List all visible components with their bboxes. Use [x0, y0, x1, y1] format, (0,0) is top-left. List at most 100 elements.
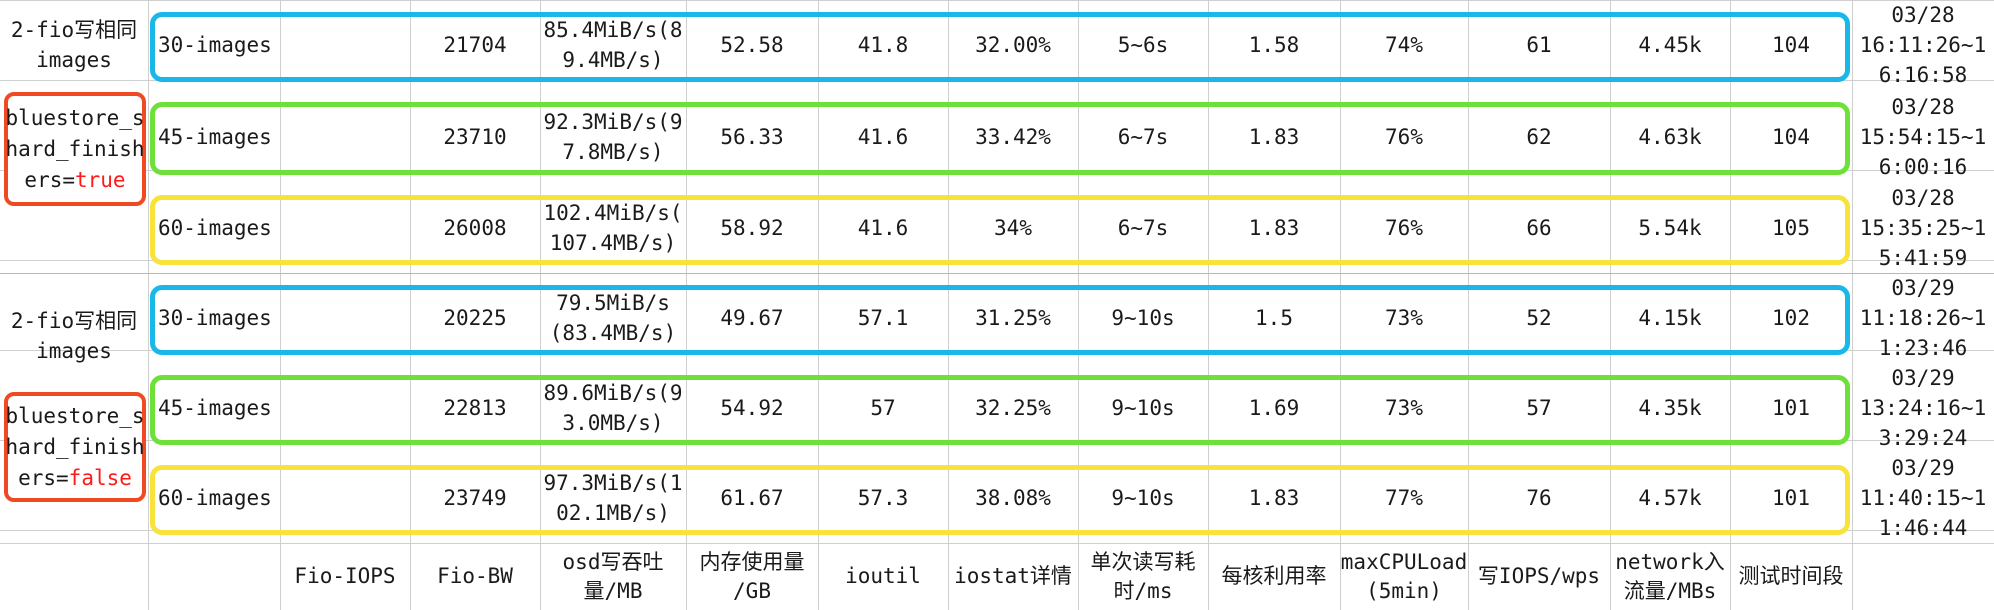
row-label[interactable]: 60-images — [158, 216, 272, 240]
table-cell[interactable]: 61 — [1526, 33, 1552, 57]
setting-value: true — [75, 167, 126, 192]
table-cell[interactable]: 03/28 15:35:25~1 5:41:59 — [1859, 186, 1987, 270]
table-cell[interactable]: 20225 — [443, 306, 507, 330]
table-cell[interactable]: 49.67 — [720, 306, 784, 330]
column-header[interactable]: 每核利用率 — [1221, 564, 1327, 588]
table-cell[interactable]: 6~7s — [1117, 124, 1169, 149]
column-header[interactable] — [148, 543, 280, 610]
column-header[interactable]: 内存使用量 /GB — [699, 549, 805, 603]
table-cell[interactable]: 1.5 — [1255, 306, 1293, 330]
table-cell[interactable]: 76 — [1526, 486, 1552, 510]
table-cell[interactable]: 101 — [1772, 396, 1810, 420]
table-cell[interactable]: 57.3 — [857, 486, 909, 510]
table-cell[interactable]: 57 — [870, 396, 896, 420]
row-label[interactable]: 45-images — [158, 396, 272, 420]
column-header[interactable]: 单次读写耗 时/ms — [1090, 549, 1196, 603]
table-cell[interactable] — [280, 453, 410, 543]
setting-line: ers=false — [18, 463, 132, 494]
table-cell[interactable]: 76% — [1385, 124, 1423, 149]
table-cell[interactable]: 5.54k — [1638, 216, 1702, 240]
table-cell[interactable]: 66 — [1526, 216, 1552, 240]
table-cell[interactable]: 41.6 — [857, 216, 909, 240]
table-cell[interactable]: 92.3MiB/s(9 7.8MB/s) — [543, 109, 683, 164]
table-cell[interactable]: 102.4MiB/s( 107.4MB/s) — [543, 201, 683, 255]
table-cell[interactable]: 79.5MiB/s (83.4MB/s) — [549, 291, 677, 345]
table-cell[interactable]: 32.00% — [975, 33, 1051, 57]
table-cell[interactable]: 85.4MiB/s(8 9.4MB/s) — [543, 18, 683, 72]
table-cell[interactable]: 26008 — [443, 216, 507, 240]
table-cell[interactable] — [280, 0, 410, 90]
column-header[interactable]: maxCPULoad (5min) — [1340, 549, 1468, 603]
table-cell[interactable]: 97.3MiB/s(1 02.1MB/s) — [543, 471, 683, 525]
table-cell[interactable]: 4.35k — [1638, 396, 1702, 420]
table-cell[interactable]: 104 — [1772, 33, 1810, 57]
table-cell[interactable]: 03/29 13:24:16~1 3:29:24 — [1859, 366, 1987, 450]
row-label[interactable]: 45-images — [158, 124, 272, 149]
column-header[interactable]: 写IOPS/wps — [1477, 564, 1601, 588]
table-cell[interactable]: 4.63k — [1638, 124, 1702, 149]
column-header[interactable]: ioutil — [845, 564, 921, 588]
table-cell[interactable]: 1.58 — [1248, 33, 1300, 57]
column-header[interactable]: Fio-BW — [437, 564, 513, 588]
table-cell[interactable]: 89.6MiB/s(9 3.0MB/s) — [543, 381, 683, 435]
row-label[interactable]: 60-images — [158, 486, 272, 510]
table-cell[interactable]: 4.57k — [1638, 486, 1702, 510]
table-cell[interactable]: 61.67 — [720, 486, 784, 510]
column-header[interactable]: network入 流量/MBs — [1615, 549, 1725, 603]
table-cell[interactable]: 73% — [1385, 396, 1423, 420]
table-cell[interactable]: 1.83 — [1248, 124, 1300, 149]
table-cell[interactable]: 101 — [1772, 486, 1810, 510]
table-cell[interactable]: 6~7s — [1117, 216, 1169, 240]
table-cell[interactable]: 31.25% — [975, 306, 1051, 330]
table-cell[interactable]: 9~10s — [1111, 486, 1175, 510]
table-cell[interactable]: 9~10s — [1111, 306, 1175, 330]
table-cell[interactable]: 52.58 — [720, 33, 784, 57]
table-cell[interactable]: 58.92 — [720, 216, 784, 240]
table-cell[interactable]: 32.25% — [975, 396, 1051, 420]
column-header[interactable]: Fio-IOPS — [294, 564, 396, 588]
table-cell[interactable]: 03/28 15:54:15~1 6:00:16 — [1859, 94, 1987, 179]
table-cell[interactable]: 54.92 — [720, 396, 784, 420]
table-cell[interactable]: 23749 — [443, 486, 507, 510]
column-header[interactable]: 测试时间段 — [1738, 564, 1844, 588]
table-cell[interactable] — [280, 273, 410, 363]
table-cell[interactable] — [280, 183, 410, 273]
table-cell[interactable]: 21704 — [443, 33, 507, 57]
table-cell[interactable] — [280, 90, 410, 183]
table-cell[interactable]: 41.6 — [857, 124, 909, 149]
table-cell[interactable] — [280, 363, 410, 453]
table-cell[interactable]: 38.08% — [975, 486, 1051, 510]
table-cell[interactable]: 22813 — [443, 396, 507, 420]
table-cell[interactable]: 73% — [1385, 306, 1423, 330]
table-cell[interactable]: 5~6s — [1117, 33, 1169, 57]
table-cell[interactable]: 23710 — [443, 124, 507, 149]
table-cell[interactable]: 74% — [1385, 33, 1423, 57]
table-cell[interactable]: 03/29 11:18:26~1 1:23:46 — [1859, 276, 1987, 360]
table-cell[interactable]: 77% — [1385, 486, 1423, 510]
table-cell[interactable]: 57.1 — [857, 306, 909, 330]
table-cell[interactable]: 56.33 — [720, 124, 784, 149]
table-cell[interactable]: 105 — [1772, 216, 1810, 240]
table-cell[interactable]: 104 — [1772, 124, 1810, 149]
table-cell[interactable]: 4.45k — [1638, 33, 1702, 57]
table-cell[interactable]: 41.8 — [857, 33, 909, 57]
table-cell[interactable]: 1.69 — [1248, 396, 1300, 420]
table-cell[interactable]: 9~10s — [1111, 396, 1175, 420]
column-header[interactable]: osd写吞吐 量/MB — [562, 549, 664, 603]
table-cell[interactable]: 34% — [994, 216, 1032, 240]
table-cell[interactable]: 4.15k — [1638, 306, 1702, 330]
table-cell[interactable]: 76% — [1385, 216, 1423, 240]
table-cell[interactable]: 102 — [1772, 306, 1810, 330]
table-cell[interactable]: 03/28 16:11:26~1 6:16:58 — [1859, 3, 1987, 87]
column-header[interactable]: iostat详情 — [954, 564, 1072, 588]
row-label[interactable]: 30-images — [158, 306, 272, 330]
row-label[interactable]: 30-images — [158, 33, 272, 57]
table-cell[interactable]: 03/29 11:40:15~1 1:46:44 — [1859, 456, 1987, 540]
table-cell[interactable]: 1.83 — [1248, 486, 1300, 510]
table-cell[interactable]: 57 — [1526, 396, 1552, 420]
table-cell[interactable]: 52 — [1526, 306, 1552, 330]
table-cell[interactable]: 33.42% — [975, 124, 1051, 149]
table-cell[interactable]: 1.83 — [1248, 216, 1300, 240]
setting-line: bluestore_s — [5, 105, 145, 130]
table-cell[interactable]: 62 — [1526, 124, 1552, 149]
